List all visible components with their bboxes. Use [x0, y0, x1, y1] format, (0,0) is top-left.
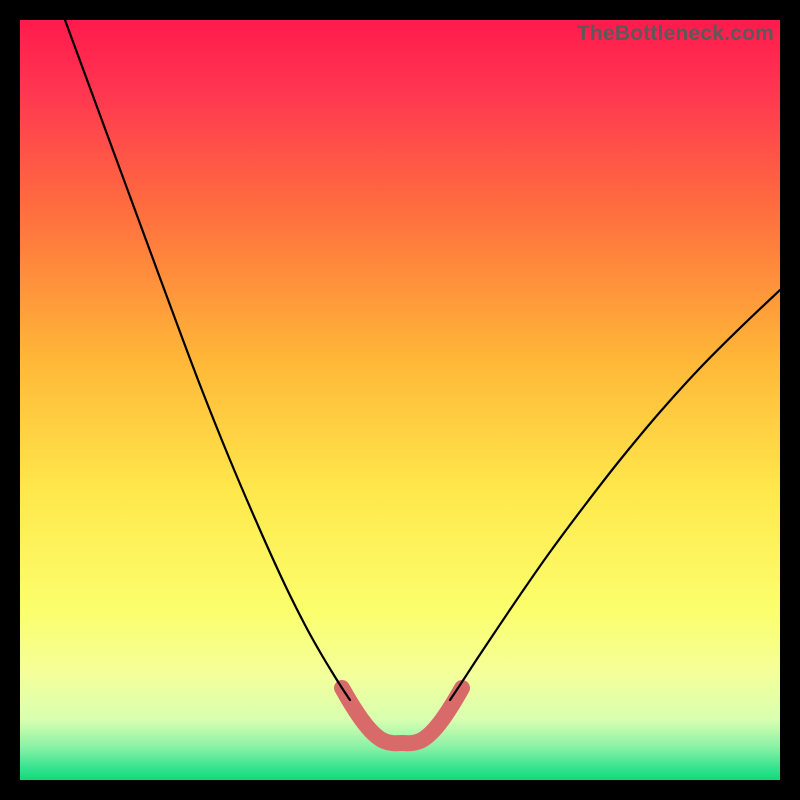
- plot-area: TheBottleneck.com: [20, 20, 780, 780]
- curve-layer: [20, 20, 780, 780]
- curve-left: [65, 20, 350, 700]
- valley-marker: [342, 688, 462, 743]
- chart-frame: TheBottleneck.com: [0, 0, 800, 800]
- curve-right: [450, 290, 780, 700]
